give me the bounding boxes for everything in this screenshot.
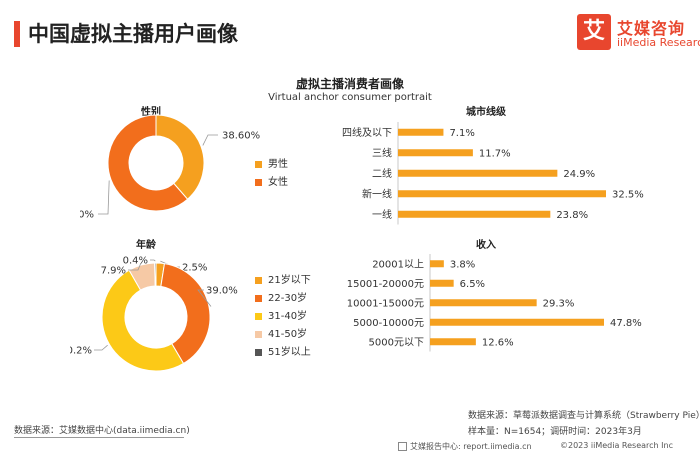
legend-swatch <box>255 312 262 320</box>
report-center: 艾媒报告中心: report.iimedia.cn <box>398 441 532 452</box>
copyright: ©2023 iiMedia Research Inc <box>560 441 673 450</box>
bar-value-label: 7.1% <box>449 128 474 139</box>
category-label: 5000元以下 <box>369 337 424 348</box>
bar <box>398 169 558 177</box>
bar-value-label: 11.7% <box>479 148 511 159</box>
bar-value-label: 32.5% <box>612 189 644 200</box>
legend-swatch <box>255 160 262 168</box>
bar-value-label: 12.6% <box>482 337 514 348</box>
age-chart-title: 年龄 <box>136 240 156 251</box>
age-legend: 21岁以下 22-30岁 31-40岁 41-50岁 51岁以上 <box>255 272 311 362</box>
slice-label: 0.4% <box>123 256 148 267</box>
donut-slice <box>101 269 185 372</box>
bar <box>430 338 476 346</box>
slice-label: 61.40% <box>80 210 94 221</box>
category-label: 三线 <box>372 146 392 159</box>
category-label: 四线及以下 <box>342 126 392 139</box>
category-label: 一线 <box>372 208 392 221</box>
title-accent-bar <box>14 21 20 47</box>
donut-slice <box>160 263 211 365</box>
leader-line <box>98 180 110 215</box>
legend-swatch <box>255 294 262 302</box>
legend-label: 22-30岁 <box>268 293 308 304</box>
bar <box>430 318 604 326</box>
leader-line <box>197 289 212 307</box>
bar-value-label: 29.3% <box>543 298 575 309</box>
leader-line <box>150 259 156 262</box>
legend-swatch <box>255 178 262 186</box>
legend-label: 21岁以下 <box>268 275 311 286</box>
chart-main-title: 虚拟主播消费者画像 <box>295 77 404 91</box>
category-label: 5000-10000元 <box>353 318 424 329</box>
slice-label: 38.60% <box>222 131 260 142</box>
donut-slice <box>154 262 157 287</box>
bar-value-label: 3.8% <box>450 259 475 270</box>
logo-name-cn: 艾媒咨询 <box>617 19 686 38</box>
sample-info: 样本量：N=1654；调研时间：2023年3月 <box>468 427 642 437</box>
bar-value-label: 47.8% <box>610 318 642 329</box>
legend-swatch <box>255 348 262 356</box>
category-label: 20001以上 <box>372 258 424 270</box>
legend-item-male: 男性 <box>255 156 288 174</box>
bar-value-label: 24.9% <box>563 169 595 180</box>
logo-name-en: iiMedia Research <box>617 36 700 49</box>
bar <box>398 210 551 218</box>
legend-label: 女性 <box>268 177 288 188</box>
legend-swatch <box>255 330 262 338</box>
gender-chart-title: 性别 <box>141 107 161 118</box>
gender-legend: 男性 女性 <box>255 156 288 192</box>
legend-label: 31-40岁 <box>268 311 308 322</box>
bar <box>398 128 444 136</box>
bar-value-label: 6.5% <box>460 279 485 290</box>
donut-slice <box>155 114 205 200</box>
slice-label: 7.9% <box>101 266 126 277</box>
legend-item-age-3: 31-40岁 <box>255 308 311 326</box>
chart-main-subtitle: Virtual anchor consumer portrait <box>268 92 432 103</box>
age-donut-chart: 2.5% 39.0% 50.2% 7.9%0.4% <box>70 256 238 372</box>
slice-label: 39.0% <box>206 286 238 297</box>
category-label: 10001-15000元 <box>347 298 424 309</box>
city-chart-title: 城市线级 <box>466 107 506 118</box>
bar <box>398 190 606 198</box>
report-center-icon <box>398 442 407 451</box>
legend-label: 男性 <box>268 159 288 170</box>
bar-value-label: 23.8% <box>556 210 588 221</box>
bar <box>430 299 537 307</box>
page-title: 中国虚拟主播用户画像 <box>28 22 238 46</box>
legend-swatch <box>255 276 262 284</box>
slice-label: 50.2% <box>70 346 92 357</box>
source-left: 数据来源：艾媒数据中心(data.iimedia.cn) <box>14 426 190 436</box>
source-right: 数据来源：草莓派数据调查与计算系统（Strawberry Pie） <box>468 411 700 421</box>
leader-line <box>202 134 218 146</box>
leader-line <box>128 262 142 271</box>
bar <box>430 279 454 287</box>
brand-logo: 艾 艾媒咨询 iiMedia Research <box>577 14 700 54</box>
slice-label: 2.5% <box>182 263 207 274</box>
legend-item-age-1: 21岁以下 <box>255 272 311 290</box>
legend-item-age-2: 22-30岁 <box>255 290 311 308</box>
bar <box>398 149 473 157</box>
bar <box>430 260 444 268</box>
leader-line <box>94 344 108 351</box>
legend-label: 41-50岁 <box>268 329 308 340</box>
legend-item-age-5: 51岁以上 <box>255 344 311 362</box>
legend-label: 51岁以上 <box>268 347 311 358</box>
income-chart-title: 收入 <box>476 240 496 251</box>
donut-slice <box>107 114 189 212</box>
report-center-text: 艾媒报告中心: report.iimedia.cn <box>410 442 532 451</box>
city-tier-bar-chart: 四线及以下 7.1% 三线 11.7% 二线 24.9% 新一线 32.5% 一线 23.8% <box>342 122 644 225</box>
gender-donut-chart: 38.60% 61.40% <box>80 114 260 221</box>
category-label: 二线 <box>372 167 392 180</box>
legend-item-age-4: 41-50岁 <box>255 326 311 344</box>
logo-mark: 艾 <box>577 14 611 50</box>
footer-divider <box>14 437 184 438</box>
legend-item-female: 女性 <box>255 174 288 192</box>
income-bar-chart: 20001以上 3.8% 15001-20000元 6.5% 10001-15000元 2… <box>347 254 642 352</box>
category-label: 新一线 <box>362 187 392 200</box>
category-label: 15001-20000元 <box>347 279 424 290</box>
